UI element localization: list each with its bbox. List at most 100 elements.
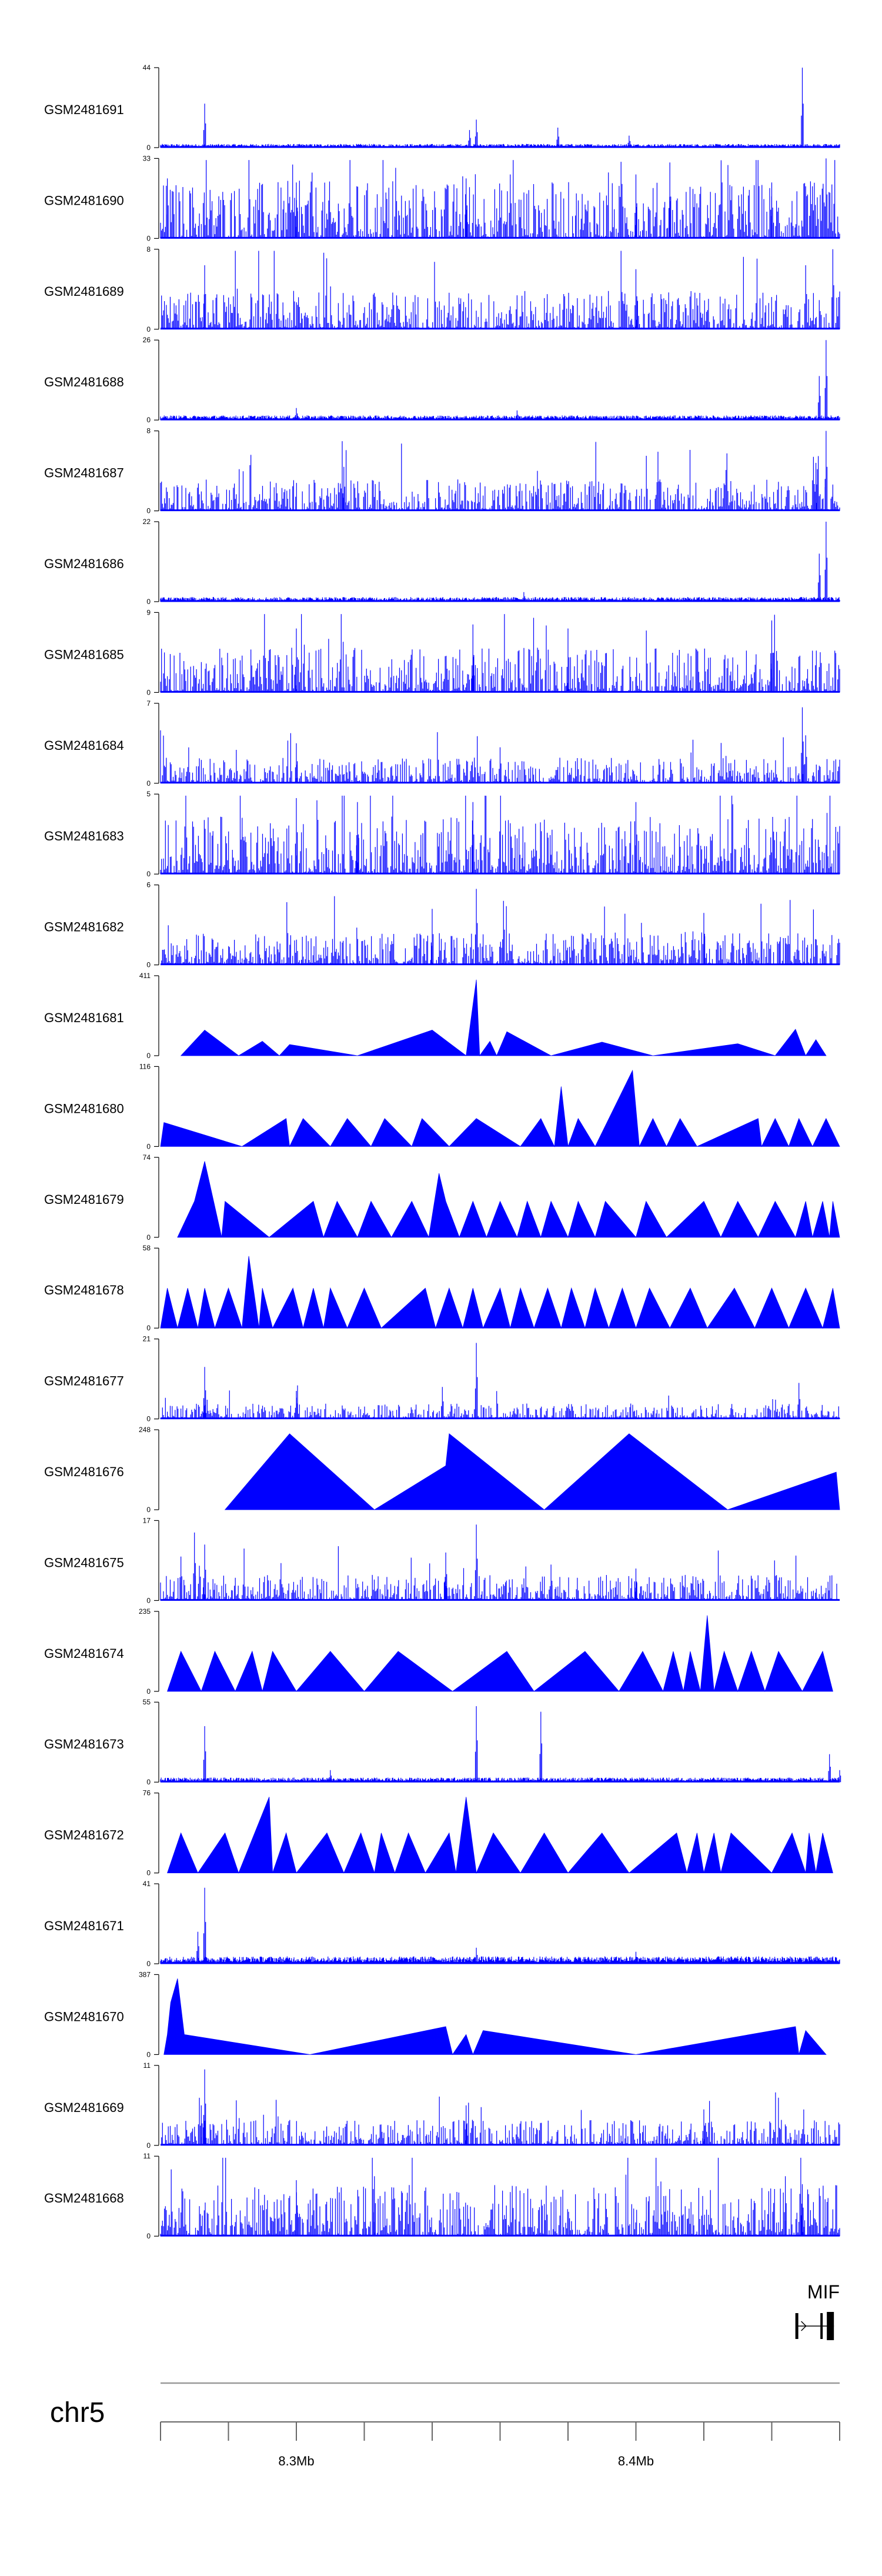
track-GSM2481673: GSM2481673 55 0	[44, 1698, 841, 1786]
track-label: GSM2481690	[44, 193, 124, 208]
y-axis-max-label: 76	[143, 1789, 151, 1797]
y-axis-min-label: 0	[146, 1142, 151, 1150]
track-GSM2481681: GSM2481681 411 0	[44, 972, 827, 1060]
coordinate-axis: chr5 8.3Mb 8.4Mb	[50, 2382, 840, 2468]
coverage-bars	[160, 2069, 840, 2145]
y-axis-min-label: 0	[146, 870, 151, 878]
y-axis-max-label: 11	[143, 2152, 151, 2160]
y-axis-min-label: 0	[146, 598, 151, 606]
gene-exon	[827, 2312, 834, 2340]
track-label: GSM2481678	[44, 1283, 124, 1297]
track-label: GSM2481677	[44, 1374, 124, 1389]
y-axis-max-label: 5	[146, 790, 151, 798]
y-axis-min-label: 0	[146, 1233, 151, 1242]
track-label: GSM2481689	[44, 284, 124, 299]
y-axis-max-label: 6	[146, 881, 151, 889]
track-label: GSM2481669	[44, 2100, 124, 2115]
coverage-bars	[160, 431, 840, 511]
track-GSM2481680: GSM2481680 116 0	[44, 1062, 840, 1150]
coordinate-ticks: 8.3Mb 8.4Mb	[160, 2382, 840, 2468]
coverage-bars	[160, 68, 840, 148]
y-axis-max-label: 33	[143, 154, 151, 162]
track-label: GSM2481683	[44, 829, 124, 843]
track-label: GSM2481679	[44, 1192, 124, 1207]
track-label: GSM2481676	[44, 1464, 124, 1479]
track-label: GSM2481675	[44, 1555, 124, 1570]
y-axis-max-label: 9	[146, 608, 151, 616]
y-axis-min-label: 0	[146, 507, 151, 515]
coverage-area	[163, 1978, 827, 2056]
gene-track: MIF	[795, 2281, 840, 2340]
track-GSM2481674: GSM2481674 235 0	[44, 1607, 833, 1696]
coverage-bars	[160, 614, 840, 693]
track-label: GSM2481680	[44, 1101, 124, 1116]
y-axis-max-label: 21	[143, 1335, 151, 1343]
coverage-bars	[160, 1887, 840, 1964]
y-axis-min-label: 0	[146, 1596, 151, 1604]
y-axis-min-label: 0	[146, 2141, 151, 2150]
y-axis-max-label: 58	[143, 1244, 151, 1252]
y-axis-min-label: 0	[146, 1324, 151, 1332]
track-GSM2481672: GSM2481672 76 0	[44, 1789, 833, 1877]
coverage-bars	[160, 1706, 841, 1783]
y-axis-max-label: 8	[146, 245, 151, 253]
y-axis-max-label: 41	[143, 1880, 151, 1888]
y-axis-min-label: 0	[146, 1778, 151, 1786]
coverage-bars	[160, 707, 840, 783]
chromosome-label: chr5	[50, 2397, 105, 2428]
coverage-area	[167, 1797, 833, 1874]
coverage-bars	[160, 158, 840, 239]
coverage-bars	[160, 522, 840, 602]
gene-model-mif	[795, 2312, 834, 2340]
y-axis-min-label: 0	[146, 234, 151, 242]
y-axis-min-label: 0	[146, 1506, 151, 1514]
track-label: GSM2481691	[44, 102, 124, 117]
coverage-area	[224, 1433, 840, 1510]
y-axis-max-label: 74	[143, 1153, 151, 1162]
coverage-area	[160, 1256, 840, 1329]
track-label: GSM2481686	[44, 556, 124, 571]
y-axis-min-label: 0	[146, 779, 151, 788]
coverage-bars	[160, 1524, 840, 1601]
track-GSM2481671: GSM2481671 41 0	[44, 1880, 840, 1968]
strand-arrow-icon	[801, 2321, 807, 2331]
track-label: GSM2481687	[44, 466, 124, 481]
y-axis-min-label: 0	[146, 1960, 151, 1968]
track-GSM2481689: GSM2481689 8 0	[44, 245, 840, 333]
y-axis-max-label: 248	[139, 1426, 151, 1434]
y-axis-max-label: 411	[139, 972, 151, 980]
y-axis-min-label: 0	[146, 961, 151, 969]
gene-label: MIF	[807, 2281, 840, 2303]
y-axis-min-label: 0	[146, 144, 151, 152]
track-GSM2481678: GSM2481678 58 0	[44, 1244, 840, 1332]
coverage-bars	[160, 249, 840, 329]
coverage-bars	[160, 2157, 840, 2237]
y-axis-max-label: 235	[139, 1607, 151, 1616]
track-GSM2481691: GSM2481691 44 0	[44, 64, 840, 152]
track-label: GSM2481670	[44, 2009, 124, 2024]
coverage-tracks: GSM2481691440GSM2481690330GSM248168980GS…	[44, 64, 841, 2240]
y-axis-max-label: 44	[143, 64, 151, 72]
y-axis-min-label: 0	[146, 688, 151, 696]
y-axis-max-label: 387	[139, 1970, 151, 1978]
track-GSM2481685: GSM2481685 9 0	[44, 608, 840, 696]
coverage-bars	[161, 889, 840, 965]
coverage-area	[160, 1069, 840, 1147]
track-label: GSM2481668	[44, 2191, 124, 2205]
track-label: GSM2481682	[44, 920, 124, 935]
coverage-bars	[160, 1343, 840, 1419]
y-axis-min-label: 0	[146, 1869, 151, 1877]
track-label: GSM2481684	[44, 738, 124, 753]
y-axis-max-label: 8	[146, 427, 151, 435]
track-label: GSM2481681	[44, 1010, 124, 1025]
track-GSM2481676: GSM2481676 248 0	[44, 1426, 840, 1514]
track-GSM2481686: GSM2481686 22 0	[44, 518, 840, 606]
coverage-area	[177, 1161, 840, 1239]
gene-exon	[795, 2313, 799, 2339]
track-label: GSM2481674	[44, 1646, 124, 1661]
track-GSM2481690: GSM2481690 33 0	[44, 154, 840, 242]
y-axis-min-label: 0	[146, 2232, 151, 2240]
y-axis-min-label: 0	[146, 325, 151, 333]
coverage-area	[180, 979, 827, 1057]
